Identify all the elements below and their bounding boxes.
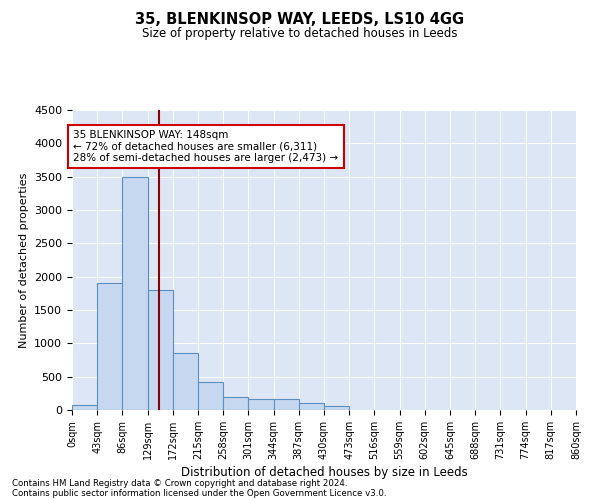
Bar: [72, 404, 97, 410]
Text: Size of property relative to detached houses in Leeds: Size of property relative to detached ho…: [142, 28, 458, 40]
Bar: [97, 284, 122, 410]
Y-axis label: Number of detached properties: Number of detached properties: [19, 172, 29, 348]
Bar: [324, 406, 349, 410]
Bar: [122, 176, 148, 410]
Bar: [173, 354, 198, 410]
Text: 35 BLENKINSOP WAY: 148sqm
← 72% of detached houses are smaller (6,311)
28% of se: 35 BLENKINSOP WAY: 148sqm ← 72% of detac…: [73, 130, 338, 163]
Bar: [274, 399, 299, 410]
Text: Contains public sector information licensed under the Open Government Licence v3: Contains public sector information licen…: [12, 488, 386, 498]
Bar: [299, 404, 324, 410]
Bar: [148, 290, 173, 410]
Text: 35, BLENKINSOP WAY, LEEDS, LS10 4GG: 35, BLENKINSOP WAY, LEEDS, LS10 4GG: [136, 12, 464, 28]
Bar: [223, 396, 248, 410]
Bar: [198, 382, 223, 410]
Bar: [248, 399, 274, 410]
Text: Contains HM Land Registry data © Crown copyright and database right 2024.: Contains HM Land Registry data © Crown c…: [12, 478, 347, 488]
X-axis label: Distribution of detached houses by size in Leeds: Distribution of detached houses by size …: [181, 466, 467, 479]
